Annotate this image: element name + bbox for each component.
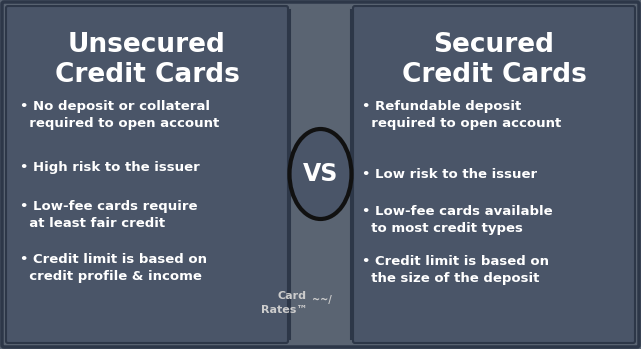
Text: • Refundable deposit
  required to open account: • Refundable deposit required to open ac… (362, 100, 562, 130)
Text: • Credit limit is based on
  credit profile & income: • Credit limit is based on credit profil… (20, 253, 207, 283)
Text: • Low risk to the issuer: • Low risk to the issuer (362, 169, 537, 181)
Text: Secured
Credit Cards: Secured Credit Cards (401, 32, 587, 88)
Text: VS: VS (303, 162, 338, 186)
Text: • Low-fee cards require
  at least fair credit: • Low-fee cards require at least fair cr… (20, 200, 197, 230)
FancyBboxPatch shape (6, 6, 288, 343)
Text: • Low-fee cards available
  to most credit types: • Low-fee cards available to most credit… (362, 205, 553, 235)
Text: Unsecured
Credit Cards: Unsecured Credit Cards (54, 32, 240, 88)
Text: Card: Card (278, 291, 307, 301)
Text: • High risk to the issuer: • High risk to the issuer (20, 162, 200, 174)
Ellipse shape (290, 129, 351, 219)
Text: Rates™: Rates™ (260, 305, 307, 315)
FancyBboxPatch shape (353, 6, 635, 343)
Text: • Credit limit is based on
  the size of the deposit: • Credit limit is based on the size of t… (362, 255, 549, 285)
Text: • No deposit or collateral
  required to open account: • No deposit or collateral required to o… (20, 100, 219, 130)
Text: ~~/: ~~/ (312, 295, 332, 305)
